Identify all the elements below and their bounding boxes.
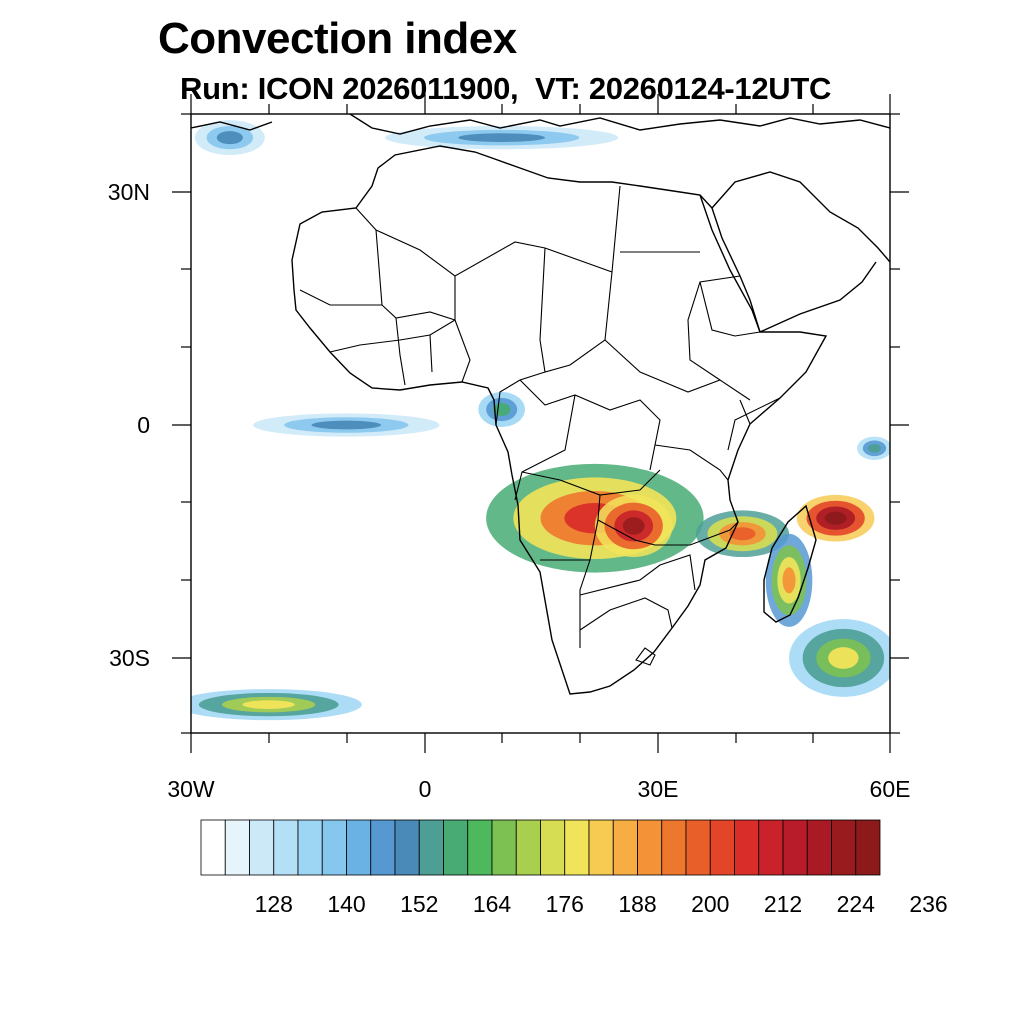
colorbar-box xyxy=(564,819,590,876)
lon-label-0: 0 xyxy=(419,776,432,802)
colorbar-box xyxy=(758,819,784,876)
convection-cell xyxy=(622,517,645,535)
colorbar-box xyxy=(709,819,735,876)
colorbar-box xyxy=(855,819,881,876)
colorbar-labels: 128 140 152 164 176 188 200 212 224 236 xyxy=(255,891,948,917)
colorbar-box xyxy=(224,819,250,876)
lat-label-0: 0 xyxy=(137,412,150,438)
colorbar-box xyxy=(443,819,469,876)
colorbar-box xyxy=(297,819,323,876)
colorbar-box xyxy=(273,819,299,876)
colorbar-box xyxy=(200,819,226,876)
convection-cell xyxy=(242,700,295,709)
colorbar-label: 152 xyxy=(400,891,438,917)
colorbar-box xyxy=(418,819,444,876)
colorbar-box xyxy=(515,819,541,876)
lon-label-30e: 30E xyxy=(638,776,679,802)
colorbar-label: 176 xyxy=(546,891,584,917)
colorbar-box xyxy=(491,819,517,876)
colorbar-label: 236 xyxy=(909,891,947,917)
map-subtitle: Run: ICON 2026011900, VT: 20260124-12UTC xyxy=(180,71,832,106)
colorbar-box xyxy=(370,819,396,876)
colorbar-box xyxy=(394,819,420,876)
colorbar-box xyxy=(734,819,760,876)
map-title: Convection index xyxy=(158,14,517,63)
convection-cell xyxy=(729,527,756,541)
colorbar-label: 188 xyxy=(618,891,656,917)
colorbar-label: 212 xyxy=(764,891,802,917)
colorbar-box xyxy=(782,819,808,876)
red-sea xyxy=(699,194,761,333)
africa-coastline xyxy=(291,145,828,695)
colorbar-label: 128 xyxy=(255,891,293,917)
colorbar-label: 140 xyxy=(327,891,365,917)
arabia-coastline xyxy=(711,171,890,333)
colorbar-box xyxy=(588,819,614,876)
colorbar-label: 164 xyxy=(473,891,512,917)
madagascar-outline xyxy=(763,504,817,623)
colorbar-box xyxy=(321,819,347,876)
colorbar-box xyxy=(612,819,638,876)
colorbar-box xyxy=(685,819,711,876)
convection-cell xyxy=(828,647,859,669)
colorbar-box xyxy=(637,819,663,876)
convection-field xyxy=(191,120,890,721)
colorbar xyxy=(200,819,881,876)
coastlines-borders xyxy=(191,114,890,695)
country-borders xyxy=(299,185,781,666)
tick-marks xyxy=(172,94,909,753)
colorbar-box xyxy=(540,819,566,876)
colorbar-box xyxy=(806,819,832,876)
convection-cell xyxy=(867,443,881,453)
colorbar-label: 200 xyxy=(691,891,729,917)
convection-cell xyxy=(216,131,243,145)
map-frame xyxy=(190,113,891,734)
convection-cell xyxy=(458,133,546,142)
convection-cell xyxy=(824,511,847,525)
lon-label-60e: 60E xyxy=(870,776,911,802)
convection-cell xyxy=(311,420,382,430)
lat-label-30n: 30N xyxy=(108,179,150,205)
lat-label-30s: 30S xyxy=(109,645,150,671)
colorbar-box xyxy=(249,819,275,876)
convection-cell xyxy=(782,567,796,594)
lon-label-30w: 30W xyxy=(167,776,215,802)
europe-coastline xyxy=(191,114,890,135)
colorbar-box xyxy=(831,819,857,876)
colorbar-box xyxy=(346,819,372,876)
colorbar-box xyxy=(467,819,493,876)
colorbar-label: 224 xyxy=(837,891,876,917)
colorbar-box xyxy=(661,819,687,876)
